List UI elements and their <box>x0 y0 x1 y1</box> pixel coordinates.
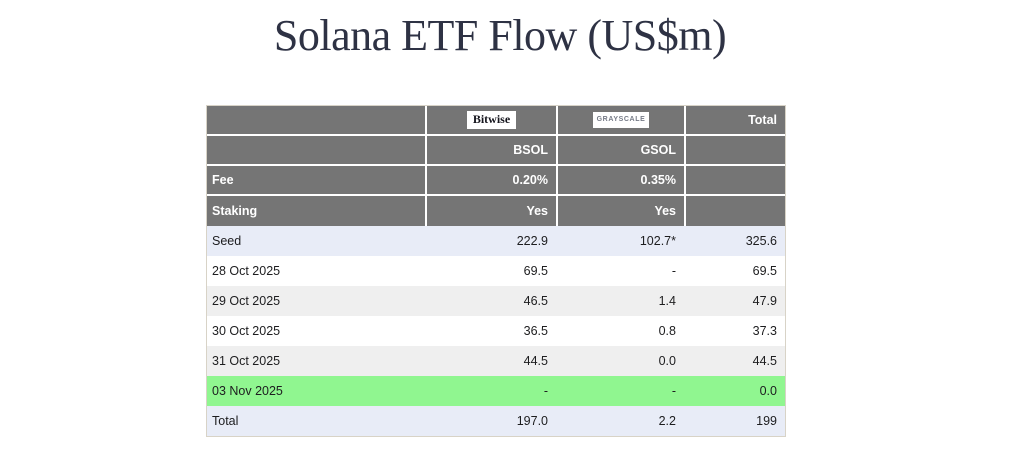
row-label: Seed <box>212 234 242 248</box>
table-header-tickers-row: BSOL GSOL <box>207 136 785 166</box>
etf-flow-table: Bitwise GRAYSCALE Total BSOL GSOL Fee 0.… <box>206 105 786 437</box>
row-total-value: 44.5 <box>752 354 777 368</box>
row-label: 30 Oct 2025 <box>212 324 281 338</box>
row-label: 31 Oct 2025 <box>212 354 281 368</box>
row-gsol-value: - <box>671 264 676 278</box>
row-bsol-value: 197.0 <box>516 414 548 428</box>
fee-total <box>684 166 785 194</box>
page-title: Solana ETF Flow (US$m) <box>273 11 727 60</box>
row-total-value: 199 <box>756 414 777 428</box>
row-gsol-value: 0.0 <box>658 354 676 368</box>
row-bsol-value: - <box>543 384 548 398</box>
fee-row: Fee 0.20% 0.35% <box>207 166 785 196</box>
row-total-value: 47.9 <box>752 294 777 308</box>
table-row-seed: Seed 222.9 102.7* 325.6 <box>207 226 785 256</box>
row-label: 28 Oct 2025 <box>212 264 281 278</box>
table-row-28-oct: 28 Oct 2025 69.5 - 69.5 <box>207 256 785 286</box>
table-row-29-oct: 29 Oct 2025 46.5 1.4 47.9 <box>207 286 785 316</box>
table-header-logos-row: Bitwise GRAYSCALE Total <box>207 106 785 136</box>
row-bsol-value: 222.9 <box>516 234 548 248</box>
table-row-30-oct: 30 Oct 2025 36.5 0.8 37.3 <box>207 316 785 346</box>
grayscale-logo-cell: GRAYSCALE <box>556 106 684 134</box>
row-bsol-value: 44.5 <box>523 354 548 368</box>
fee-bsol: 0.20% <box>425 166 556 194</box>
row-gsol-value: 0.8 <box>658 324 676 338</box>
row-total-value: 325.6 <box>745 234 777 248</box>
row-total-value: 37.3 <box>752 324 777 338</box>
total-header-cell: Total <box>684 106 785 134</box>
staking-bsol: Yes <box>425 196 556 226</box>
row-label: Total <box>212 414 239 428</box>
header-empty-cell <box>684 136 785 164</box>
table-row-31-oct: 31 Oct 2025 44.5 0.0 44.5 <box>207 346 785 376</box>
bitwise-logo-cell: Bitwise <box>425 106 556 134</box>
row-gsol-value: 102.7* <box>639 234 676 248</box>
row-bsol-value: 36.5 <box>523 324 548 338</box>
table-row-total: Total 197.0 2.2 199 <box>207 406 785 436</box>
staking-row: Staking Yes Yes <box>207 196 785 226</box>
row-bsol-value: 46.5 <box>523 294 548 308</box>
staking-label: Staking <box>212 204 258 218</box>
header-empty-cell <box>207 106 425 134</box>
gsol-ticker-cell: GSOL <box>556 136 684 164</box>
row-label: 29 Oct 2025 <box>212 294 281 308</box>
bsol-ticker-cell: BSOL <box>425 136 556 164</box>
row-gsol-value: 1.4 <box>658 294 676 308</box>
row-label: 03 Nov 2025 <box>212 384 283 398</box>
row-total-value: 0.0 <box>759 384 777 398</box>
grayscale-logo: GRAYSCALE <box>592 112 650 128</box>
row-gsol-value: 2.2 <box>658 414 676 428</box>
fee-label: Fee <box>212 173 234 187</box>
row-total-value: 69.5 <box>752 264 777 278</box>
row-bsol-value: 69.5 <box>523 264 548 278</box>
staking-total <box>684 196 785 226</box>
bitwise-logo: Bitwise <box>466 111 517 129</box>
table-row-03-nov-highlighted: 03 Nov 2025 - - 0.0 <box>207 376 785 406</box>
row-gsol-value: - <box>671 384 676 398</box>
staking-gsol: Yes <box>556 196 684 226</box>
fee-gsol: 0.35% <box>556 166 684 194</box>
header-empty-cell <box>207 136 425 164</box>
